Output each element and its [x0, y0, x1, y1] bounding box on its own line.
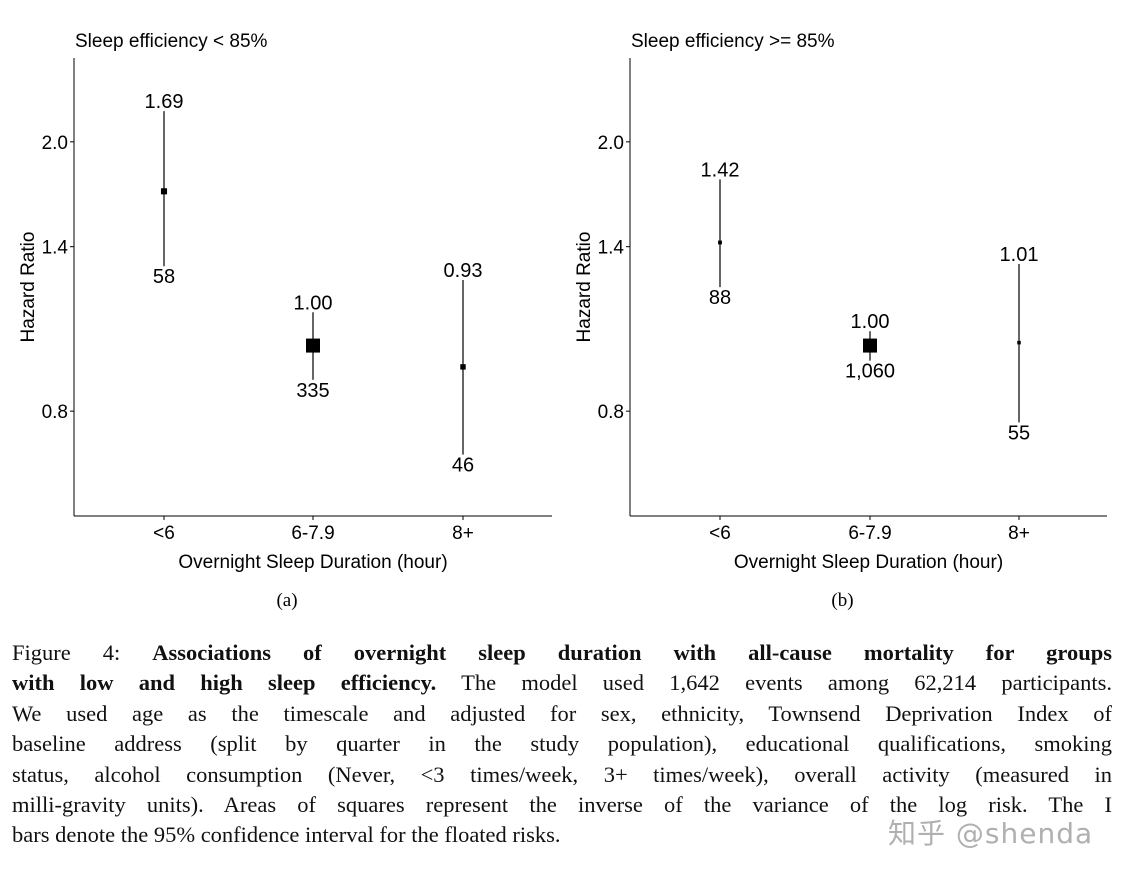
y-tick-label: 2.0: [42, 133, 68, 154]
x-tick-label: 6-7.9: [848, 523, 891, 544]
hazard-ratio-label: 1.00: [294, 292, 333, 314]
hazard-ratio-label: 1.00: [851, 311, 890, 333]
x-tick-label: 8+: [452, 523, 474, 544]
y-axis-label: Hazard Ratio: [574, 232, 595, 343]
events-label: 335: [296, 380, 329, 402]
events-label: 1,060: [845, 361, 895, 383]
caption-text: We used age as the timescale and adjuste…: [12, 700, 1112, 726]
y-tick-label: 0.8: [42, 402, 68, 423]
caption-line: Figure 4: Associations of overnight slee…: [12, 638, 1112, 668]
caption-text: baseline address (split by quarter in th…: [12, 731, 1112, 757]
hazard-ratio-label: 0.93: [444, 260, 483, 282]
hazard-ratio-label: 1.42: [701, 159, 740, 181]
subfigure-label: (b): [831, 590, 853, 611]
hazard-ratio-square: [863, 338, 877, 353]
figure: 0.8 1.4 2.0 <6 6-7.9 8+ Sleep efficiency < 85%…: [18, 31, 1107, 611]
caption-text: status, alcohol consumption (Never, <3 t…: [12, 761, 1112, 787]
figure-caption: Figure 4: Associations of overnight slee…: [12, 638, 1112, 851]
chart-panel-a: 0.8 1.4 2.0 <6 6-7.9 8+ Sleep efficiency < 85%…: [18, 31, 552, 611]
events-label: 88: [709, 287, 731, 309]
caption-text: Figure 4:: [12, 640, 153, 665]
caption-line: bars denote the 95% confidence interval …: [12, 820, 1112, 850]
caption-line: status, alcohol consumption (Never, <3 t…: [12, 760, 1112, 790]
y-tick-label: 2.0: [598, 133, 624, 154]
hazard-ratio-square: [1017, 340, 1021, 345]
caption-bold-text: Associations of overnight sleep duration…: [152, 640, 1112, 665]
events-label: 46: [452, 455, 474, 477]
panel-title: Sleep efficiency >= 85%: [631, 31, 835, 52]
x-tick-label: <6: [153, 523, 175, 544]
subfigure-label: (a): [276, 590, 297, 611]
chart-panel-b: 0.8 1.4 2.0 <6 6-7.9 8+ Sleep efficiency >= 85…: [574, 31, 1107, 611]
x-tick-label: 8+: [1008, 523, 1030, 544]
caption-line: We used age as the timescale and adjuste…: [12, 699, 1112, 729]
caption-bold-text: with low and high sleep efficiency.: [12, 670, 437, 696]
y-tick-label: 0.8: [598, 402, 624, 423]
caption-line: baseline address (split by quarter in th…: [12, 729, 1112, 759]
y-tick-label: 1.4: [42, 238, 69, 259]
events-label: 55: [1008, 422, 1030, 444]
caption-line: with low and high sleep efficiency. The …: [12, 668, 1112, 698]
events-label: 58: [153, 266, 175, 288]
hazard-ratio-square: [306, 338, 320, 353]
x-tick-label: 6-7.9: [291, 523, 334, 544]
y-tick-label: 1.4: [598, 238, 625, 259]
hazard-ratio-label: 1.69: [145, 91, 184, 113]
x-tick-label: <6: [709, 523, 731, 544]
hazard-ratio-label: 1.01: [1000, 244, 1039, 266]
y-axis-label: Hazard Ratio: [18, 232, 39, 343]
hazard-ratio-square: [160, 188, 168, 195]
caption-line: milli-gravity units). Areas of squares r…: [12, 790, 1112, 820]
hazard-ratio-square: [718, 240, 722, 245]
x-axis-label: Overnight Sleep Duration (hour): [178, 552, 447, 573]
caption-text: milli-gravity units). Areas of squares r…: [12, 792, 1112, 818]
caption-text: bars denote the 95% confidence interval …: [12, 822, 561, 848]
x-axis-label: Overnight Sleep Duration (hour): [734, 552, 1003, 573]
hazard-ratio-square: [460, 364, 466, 370]
panel-title: Sleep efficiency < 85%: [75, 31, 268, 52]
caption-text: The model used 1,642 events among 62,214…: [436, 670, 1112, 696]
watermark: 知乎 @shenda: [888, 817, 1094, 850]
